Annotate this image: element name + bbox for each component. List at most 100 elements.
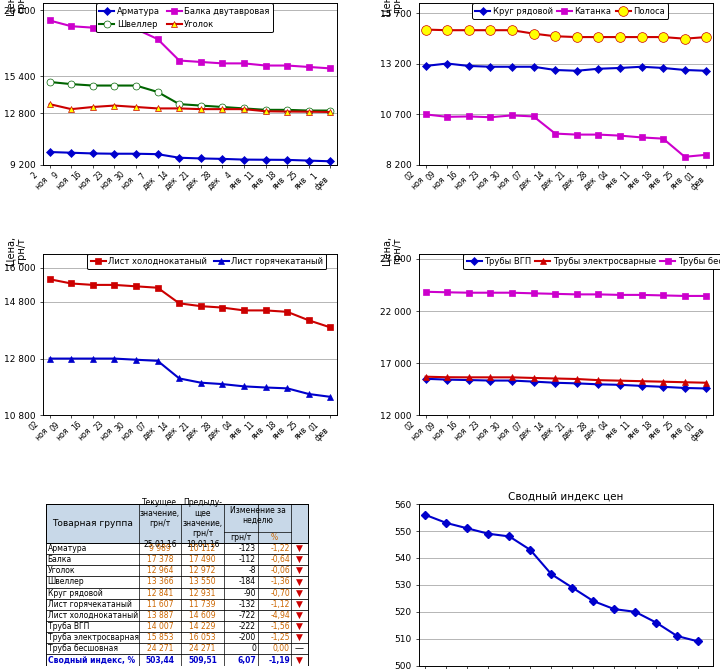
- Трубы бесшовные: [464, 289, 473, 297]
- Text: 11 739: 11 739: [189, 600, 216, 609]
- Круг рядовой: [702, 67, 711, 75]
- Балка двутавровая: [261, 62, 270, 70]
- Text: 14 609: 14 609: [189, 611, 216, 620]
- Трубы электросварные: [529, 374, 538, 382]
- Уголок: [240, 105, 248, 113]
- Арматура: [305, 157, 313, 165]
- Трубы ВГП: [572, 379, 581, 387]
- Bar: [46, 644, 307, 654]
- Круг рядовой: [637, 63, 646, 71]
- Bar: [46, 565, 307, 577]
- Line: Балка двутавровая: Балка двутавровая: [46, 17, 334, 72]
- Круг рядовой: [551, 66, 559, 74]
- Text: Лист горячекатаный: Лист горячекатаный: [48, 600, 132, 609]
- Y-axis label: Цена,
грн/т: Цена, грн/т: [5, 236, 27, 265]
- Line: Лист горячекатаный: Лист горячекатаный: [46, 355, 334, 400]
- Круг рядовой: [680, 66, 689, 74]
- Трубы бесшовные: [421, 288, 430, 296]
- Трубы электросварные: [486, 373, 495, 381]
- Арматура: [153, 150, 162, 158]
- Балка двутавровая: [218, 60, 227, 68]
- Уголок: [175, 104, 184, 112]
- Text: -222: -222: [239, 622, 256, 631]
- Text: -123: -123: [239, 544, 256, 553]
- Балка двутавровая: [89, 23, 97, 31]
- Text: ▼: ▼: [296, 656, 303, 664]
- Text: Труба электросварная: Труба электросварная: [48, 634, 139, 642]
- Трубы бесшовные: [702, 292, 711, 300]
- Text: 10 112: 10 112: [189, 544, 216, 553]
- Лист горячекатаный: [67, 355, 76, 363]
- Лист холоднокатаный: [45, 275, 54, 283]
- Арматура: [283, 156, 292, 164]
- Line: Трубы электросварные: Трубы электросварные: [422, 373, 710, 386]
- Трубы бесшовные: [486, 289, 495, 297]
- Трубы электросварные: [443, 373, 451, 381]
- Трубы бесшовные: [616, 291, 624, 299]
- Text: -0,06: -0,06: [270, 566, 290, 575]
- Круг рядовой: [464, 62, 473, 70]
- Уголок: [67, 105, 76, 113]
- Line: Трубы бесшовные: Трубы бесшовные: [422, 288, 710, 300]
- Text: Лист холоднокатаный: Лист холоднокатаный: [48, 611, 138, 620]
- Text: 13 366: 13 366: [147, 577, 174, 587]
- Швеллер: [67, 80, 76, 88]
- Лист горячекатаный: [261, 383, 270, 391]
- Лист горячекатаный: [326, 393, 335, 401]
- Уголок: [218, 105, 227, 113]
- Балка двутавровая: [153, 35, 162, 43]
- Bar: [46, 543, 307, 554]
- Text: -0,70: -0,70: [270, 589, 290, 597]
- Швеллер: [283, 106, 292, 114]
- Круг рядовой: [529, 63, 538, 71]
- Трубы электросварные: [421, 373, 430, 381]
- Трубы электросварные: [637, 377, 646, 385]
- Bar: [46, 587, 307, 599]
- Лист горячекатаный: [175, 375, 184, 383]
- Катанка: [594, 130, 603, 138]
- Балка двутавровая: [305, 63, 313, 71]
- Text: 12 972: 12 972: [189, 566, 216, 575]
- Круг рядовой: [443, 60, 451, 68]
- Лист холоднокатаный: [305, 316, 313, 324]
- Уголок: [153, 104, 162, 112]
- Уголок: [132, 103, 140, 111]
- Швеллер: [261, 106, 270, 114]
- Уголок: [261, 107, 270, 115]
- Швеллер: [110, 82, 119, 90]
- Text: -132: -132: [239, 600, 256, 609]
- Трубы бесшовные: [680, 292, 689, 300]
- Полоса: [702, 33, 711, 41]
- Text: 13 550: 13 550: [189, 577, 216, 587]
- Bar: [46, 632, 307, 644]
- Трубы ВГП: [529, 377, 538, 385]
- Title: Сводный индекс цен: Сводный индекс цен: [508, 492, 624, 502]
- Швеллер: [240, 104, 248, 112]
- Полоса: [464, 26, 473, 34]
- Балка двутавровая: [67, 22, 76, 30]
- Трубы бесшовные: [659, 292, 667, 300]
- Арматура: [261, 156, 270, 164]
- Швеллер: [89, 82, 97, 90]
- Трубы ВГП: [594, 380, 603, 388]
- Text: Труба бесшовная: Труба бесшовная: [48, 644, 117, 654]
- Балка двутавровая: [283, 62, 292, 70]
- Уголок: [89, 103, 97, 111]
- Text: -0,64: -0,64: [270, 555, 290, 564]
- Трубы бесшовные: [529, 289, 538, 297]
- Полоса: [421, 25, 430, 33]
- Text: 14 229: 14 229: [189, 622, 216, 631]
- Лист горячекатаный: [197, 379, 205, 387]
- Y-axis label: Цена,
грн/т: Цена, грн/т: [381, 0, 402, 15]
- Text: Уголок: Уголок: [48, 566, 75, 575]
- Трубы электросварные: [464, 373, 473, 381]
- Text: 11 607: 11 607: [147, 600, 174, 609]
- Лист горячекатаный: [218, 380, 227, 388]
- Text: Труба ВГП: Труба ВГП: [48, 622, 89, 631]
- Text: 503,44: 503,44: [145, 656, 174, 664]
- Трубы ВГП: [616, 381, 624, 389]
- Трубы ВГП: [659, 383, 667, 391]
- Полоса: [680, 35, 689, 43]
- Полоса: [616, 33, 624, 41]
- Лист холоднокатаный: [261, 306, 270, 314]
